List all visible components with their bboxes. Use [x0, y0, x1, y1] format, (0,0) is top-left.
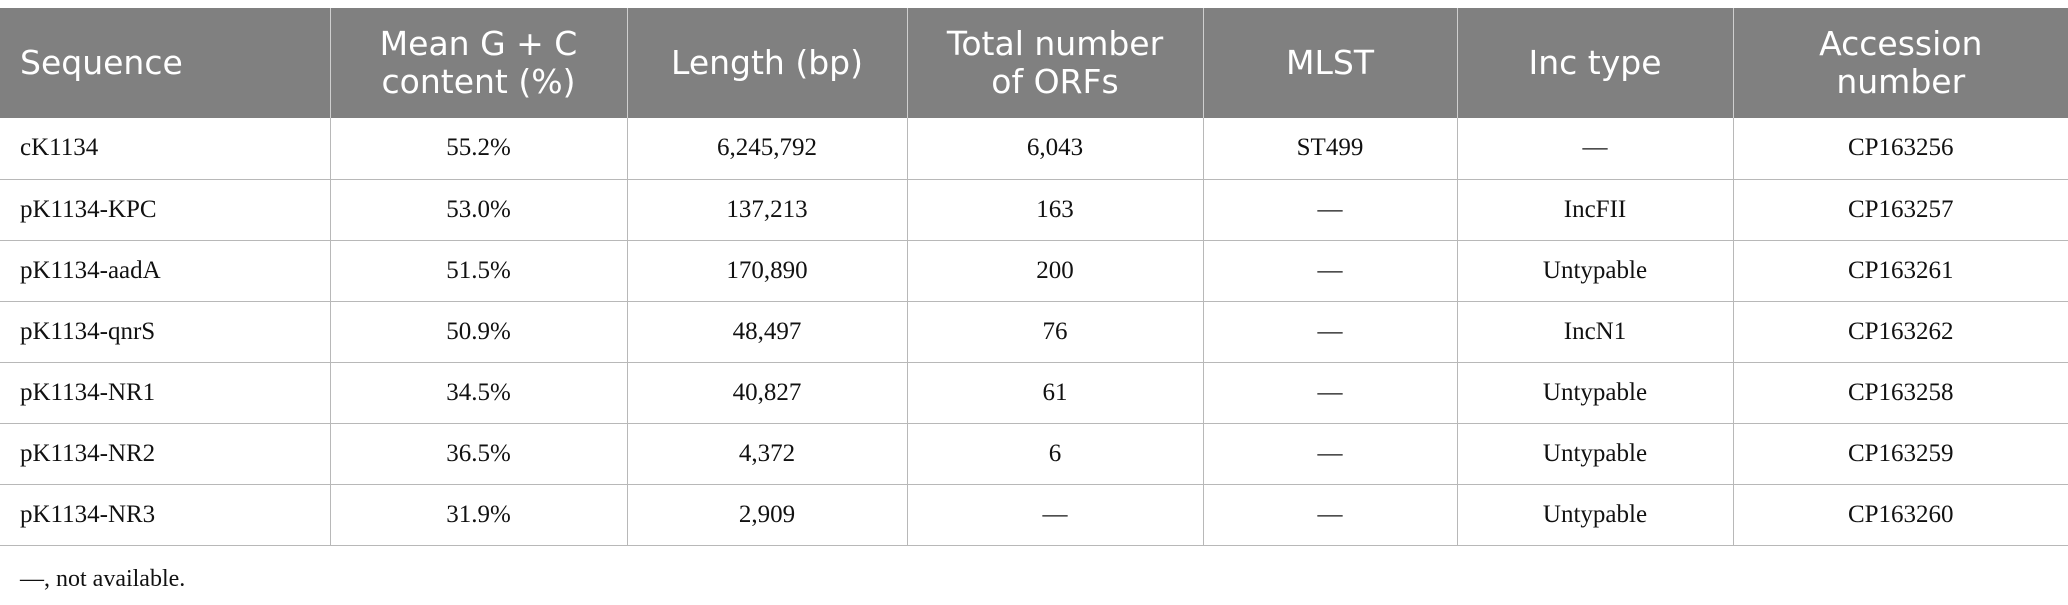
table-cell-total-orfs: 6,043: [906, 118, 1203, 180]
table-cell-total-orfs: 61: [906, 362, 1203, 424]
table-cell-length-bp: 170,890: [626, 240, 907, 302]
table-row: pK1134-NR1 34.5% 40,827 61— Untypable CP16325…: [0, 362, 2068, 424]
column-header-line: content (%): [381, 62, 576, 101]
table-cell-mean-gc-content: 50.9%: [329, 301, 627, 363]
table-cell-accession-number: CP163259: [1732, 423, 2068, 485]
column-header-line: of ORFs: [991, 62, 1119, 101]
table-cell-mean-gc-content: 36.5%: [329, 423, 627, 485]
table-cell-mlst: —: [1202, 240, 1457, 302]
table-cell-inc-type: Untypable: [1456, 240, 1733, 302]
column-header-line: MLST: [1286, 43, 1374, 82]
column-header-total-orfs: Total number of ORFs: [906, 8, 1203, 118]
table-row: pK1134-qnrS 50.9% 48,497 76— IncN1 CP163262: [0, 301, 2068, 363]
table-cell-length-bp: 40,827: [626, 362, 907, 424]
column-header-mlst: MLST: [1202, 8, 1457, 118]
table-cell-length-bp: 6,245,792: [626, 118, 907, 180]
table-cell-sequence: pK1134-NR3: [0, 484, 330, 546]
table-cell-mean-gc-content: 53.0%: [329, 179, 627, 241]
table-cell-accession-number: CP163256: [1732, 118, 2068, 180]
table-cell-mean-gc-content: 51.5%: [329, 240, 627, 302]
column-header-sequence: Sequence: [0, 8, 330, 118]
column-header-line: number: [1836, 62, 1966, 101]
table-cell-inc-type: Untypable: [1456, 484, 1733, 546]
table-cell-sequence: pK1134-NR1: [0, 362, 330, 424]
column-header-length-bp: Length (bp): [626, 8, 907, 118]
table-cell-accession-number: CP163257: [1732, 179, 2068, 241]
table-cell-mlst: —: [1202, 423, 1457, 485]
table-cell-length-bp: 48,497: [626, 301, 907, 363]
table-cell-accession-number: CP163262: [1732, 301, 2068, 363]
table-cell-total-orfs: 200: [906, 240, 1203, 302]
table-cell-inc-type: IncFII: [1456, 179, 1733, 241]
table-cell-inc-type: Untypable: [1456, 423, 1733, 485]
table-row: cK1134 55.2% 6,245,792 6,043 ST499— CP163256: [0, 118, 2068, 180]
table-cell-mlst: —: [1202, 484, 1457, 546]
table-cell-accession-number: CP163260: [1732, 484, 2068, 546]
table-row: pK1134-NR2 36.5% 4,372 6— Untypable CP163259: [0, 423, 2068, 485]
column-header-line: Length (bp): [671, 43, 863, 82]
table-cell-accession-number: CP163261: [1732, 240, 2068, 302]
table-cell-mlst: —: [1202, 362, 1457, 424]
table-cell-total-orfs: 6: [906, 423, 1203, 485]
table-cell-inc-type: IncN1: [1456, 301, 1733, 363]
column-header-line: Total number: [946, 24, 1164, 63]
table-cell-sequence: pK1134-aadA: [0, 240, 330, 302]
table-cell-mean-gc-content: 31.9%: [329, 484, 627, 546]
column-header-accession-number: Accession number: [1732, 8, 2068, 118]
table-row: pK1134-aadA 51.5% 170,890 200— Untypable CP16…: [0, 240, 2068, 302]
table-cell-total-orfs: 76: [906, 301, 1203, 363]
column-header-inc-type: Inc type: [1456, 8, 1733, 118]
column-header-line: Inc type: [1528, 43, 1662, 82]
table-cell-mlst: —: [1202, 301, 1457, 363]
table-cell-mean-gc-content: 55.2%: [329, 118, 627, 180]
column-header-line: Accession: [1819, 24, 1983, 63]
column-header-line: Mean G + C: [379, 24, 578, 63]
table-cell-mlst: ST499: [1202, 118, 1457, 180]
table-cell-inc-type: —: [1456, 118, 1733, 180]
table-body: cK1134 55.2% 6,245,792 6,043 ST499— CP163256 p…: [0, 118, 2068, 546]
table-cell-mlst: —: [1202, 179, 1457, 241]
table-cell-total-orfs: —: [906, 484, 1203, 546]
table-cell-accession-number: CP163258: [1732, 362, 2068, 424]
table-cell-length-bp: 2,909: [626, 484, 907, 546]
table-cell-length-bp: 137,213: [626, 179, 907, 241]
table-cell-sequence: pK1134-qnrS: [0, 301, 330, 363]
table-footnote: —, not available.: [20, 566, 186, 592]
table-row: pK1134-KPC 53.0% 137,213 163— IncFII CP163257: [0, 179, 2068, 241]
table-cell-sequence: cK1134: [0, 118, 330, 180]
table-cell-sequence: pK1134-NR2: [0, 423, 330, 485]
table-cell-inc-type: Untypable: [1456, 362, 1733, 424]
table-cell-sequence: pK1134-KPC: [0, 179, 330, 241]
table-cell-total-orfs: 163: [906, 179, 1203, 241]
table-row: pK1134-NR3 31.9% 2,909— — Untypable CP163260: [0, 484, 2068, 546]
table-cell-length-bp: 4,372: [626, 423, 907, 485]
column-header-line: Sequence: [20, 43, 183, 82]
table-cell-mean-gc-content: 34.5%: [329, 362, 627, 424]
